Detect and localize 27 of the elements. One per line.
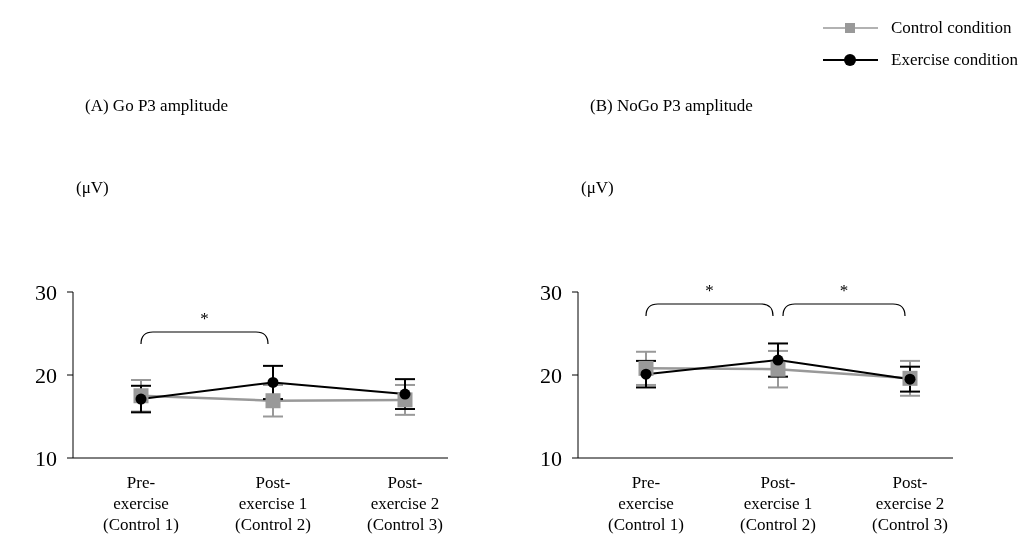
x-tick-label: Pre- exercise (Control 1) [607,473,685,534]
y-tick-label: 30 [35,279,57,305]
annotation: * [705,281,714,300]
y-tick-label: 10 [35,445,57,471]
x-tick-label: Pre- exercise (Control 1) [102,473,180,534]
x-tick-label: Post- exercise 2 (Control 3) [871,473,949,534]
y-tick-label: 20 [35,362,57,388]
annotation: * [839,281,849,300]
y-tick-label: 20 [540,362,562,388]
y-tick-label: 10 [540,445,562,471]
point [399,388,411,400]
x-tick-label: Post- exercise 2 (Control 3) [366,473,444,534]
point [267,376,279,388]
y-axis-title: (μV) [581,178,614,198]
x-tick-label: Post- exercise 1 (Control 2) [739,473,817,534]
chart-title: (B) NoGo P3 amplitude [590,96,753,116]
point [640,368,652,380]
annotation: * [200,309,209,328]
y-axis-title: (μV) [76,178,109,198]
point [772,354,784,366]
point [135,393,147,405]
legend-label: Control condition [891,18,1012,38]
chart-title: (A) Go P3 amplitude [85,96,229,116]
legend-label: Exercise condition [891,50,1018,70]
x-tick-label: Post- exercise 1 (Control 2) [234,473,312,534]
y-tick-label: 30 [540,279,562,305]
point [265,393,281,409]
